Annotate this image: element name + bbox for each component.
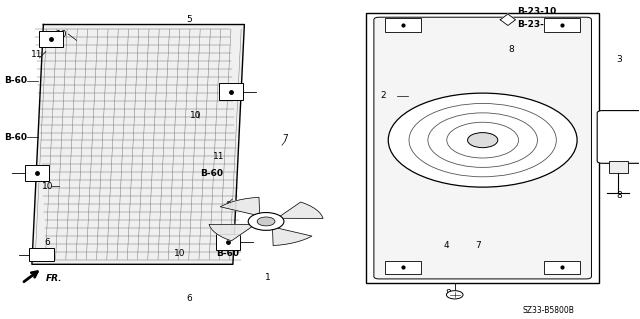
Text: B-23-11: B-23-11	[518, 20, 557, 29]
Text: B-23-10: B-23-10	[518, 7, 557, 16]
Text: 10: 10	[174, 249, 186, 258]
Text: 7: 7	[476, 241, 481, 250]
Text: 5: 5	[187, 15, 193, 24]
Text: FR.: FR.	[46, 274, 63, 283]
Text: 8: 8	[616, 190, 622, 200]
Polygon shape	[32, 25, 244, 264]
Circle shape	[248, 212, 284, 230]
Bar	[39, 31, 63, 47]
Bar	[385, 261, 421, 274]
Text: 1: 1	[265, 272, 271, 281]
Text: B-60: B-60	[4, 76, 27, 85]
Polygon shape	[220, 197, 260, 216]
Circle shape	[468, 133, 498, 148]
Text: 11: 11	[212, 152, 224, 161]
Text: 2: 2	[380, 92, 386, 100]
Polygon shape	[273, 227, 312, 246]
Bar	[216, 234, 240, 250]
Bar	[544, 261, 580, 274]
Text: 7: 7	[282, 134, 288, 143]
Text: 11: 11	[31, 50, 42, 59]
Text: 10: 10	[42, 182, 53, 191]
Circle shape	[257, 217, 275, 226]
Text: B-60: B-60	[216, 249, 239, 258]
Text: 6: 6	[44, 238, 50, 247]
Bar	[219, 83, 243, 100]
Bar	[29, 249, 54, 261]
Circle shape	[447, 291, 463, 299]
Text: 3: 3	[616, 55, 622, 64]
Text: 9: 9	[225, 201, 230, 210]
Text: B-60: B-60	[200, 169, 223, 178]
Bar	[385, 19, 421, 33]
Text: 6: 6	[187, 294, 193, 303]
FancyBboxPatch shape	[597, 111, 640, 163]
Bar	[25, 165, 49, 182]
Text: 4: 4	[444, 241, 449, 250]
Bar	[544, 19, 580, 33]
Circle shape	[388, 93, 577, 187]
Text: B-60: B-60	[4, 133, 27, 142]
Text: 8: 8	[445, 289, 451, 298]
Polygon shape	[277, 202, 323, 219]
Text: 10: 10	[190, 111, 202, 120]
Polygon shape	[209, 225, 255, 241]
Text: 8: 8	[509, 45, 515, 55]
Bar	[609, 161, 628, 174]
Text: SZ33-B5800B: SZ33-B5800B	[523, 306, 575, 315]
Bar	[366, 13, 599, 283]
FancyBboxPatch shape	[374, 17, 591, 279]
Polygon shape	[500, 14, 516, 26]
Text: 10: 10	[56, 30, 68, 39]
